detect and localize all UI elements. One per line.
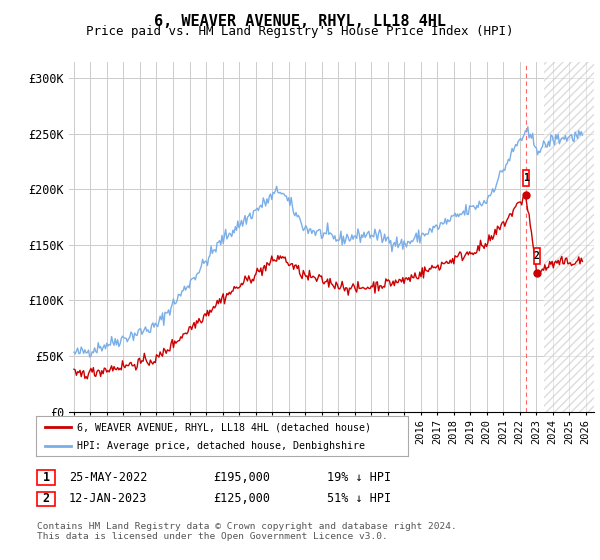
Text: Contains HM Land Registry data © Crown copyright and database right 2024.
This d: Contains HM Land Registry data © Crown c… (37, 522, 457, 542)
Text: 12-JAN-2023: 12-JAN-2023 (69, 492, 148, 505)
Text: 2: 2 (43, 492, 50, 505)
FancyBboxPatch shape (534, 248, 540, 264)
Text: 6, WEAVER AVENUE, RHYL, LL18 4HL: 6, WEAVER AVENUE, RHYL, LL18 4HL (154, 14, 446, 29)
Text: 1: 1 (43, 470, 50, 484)
Text: 51% ↓ HPI: 51% ↓ HPI (327, 492, 391, 505)
Text: 6, WEAVER AVENUE, RHYL, LL18 4HL (detached house): 6, WEAVER AVENUE, RHYL, LL18 4HL (detach… (77, 422, 371, 432)
Text: Price paid vs. HM Land Registry's House Price Index (HPI): Price paid vs. HM Land Registry's House … (86, 25, 514, 38)
Text: £195,000: £195,000 (213, 470, 270, 484)
Text: £125,000: £125,000 (213, 492, 270, 505)
Bar (544, 62, 600, 412)
Text: HPI: Average price, detached house, Denbighshire: HPI: Average price, detached house, Denb… (77, 441, 365, 451)
Text: 19% ↓ HPI: 19% ↓ HPI (327, 470, 391, 484)
FancyBboxPatch shape (523, 170, 529, 186)
Text: 25-MAY-2022: 25-MAY-2022 (69, 470, 148, 484)
Text: 1: 1 (523, 173, 529, 183)
Text: 2: 2 (534, 251, 540, 261)
